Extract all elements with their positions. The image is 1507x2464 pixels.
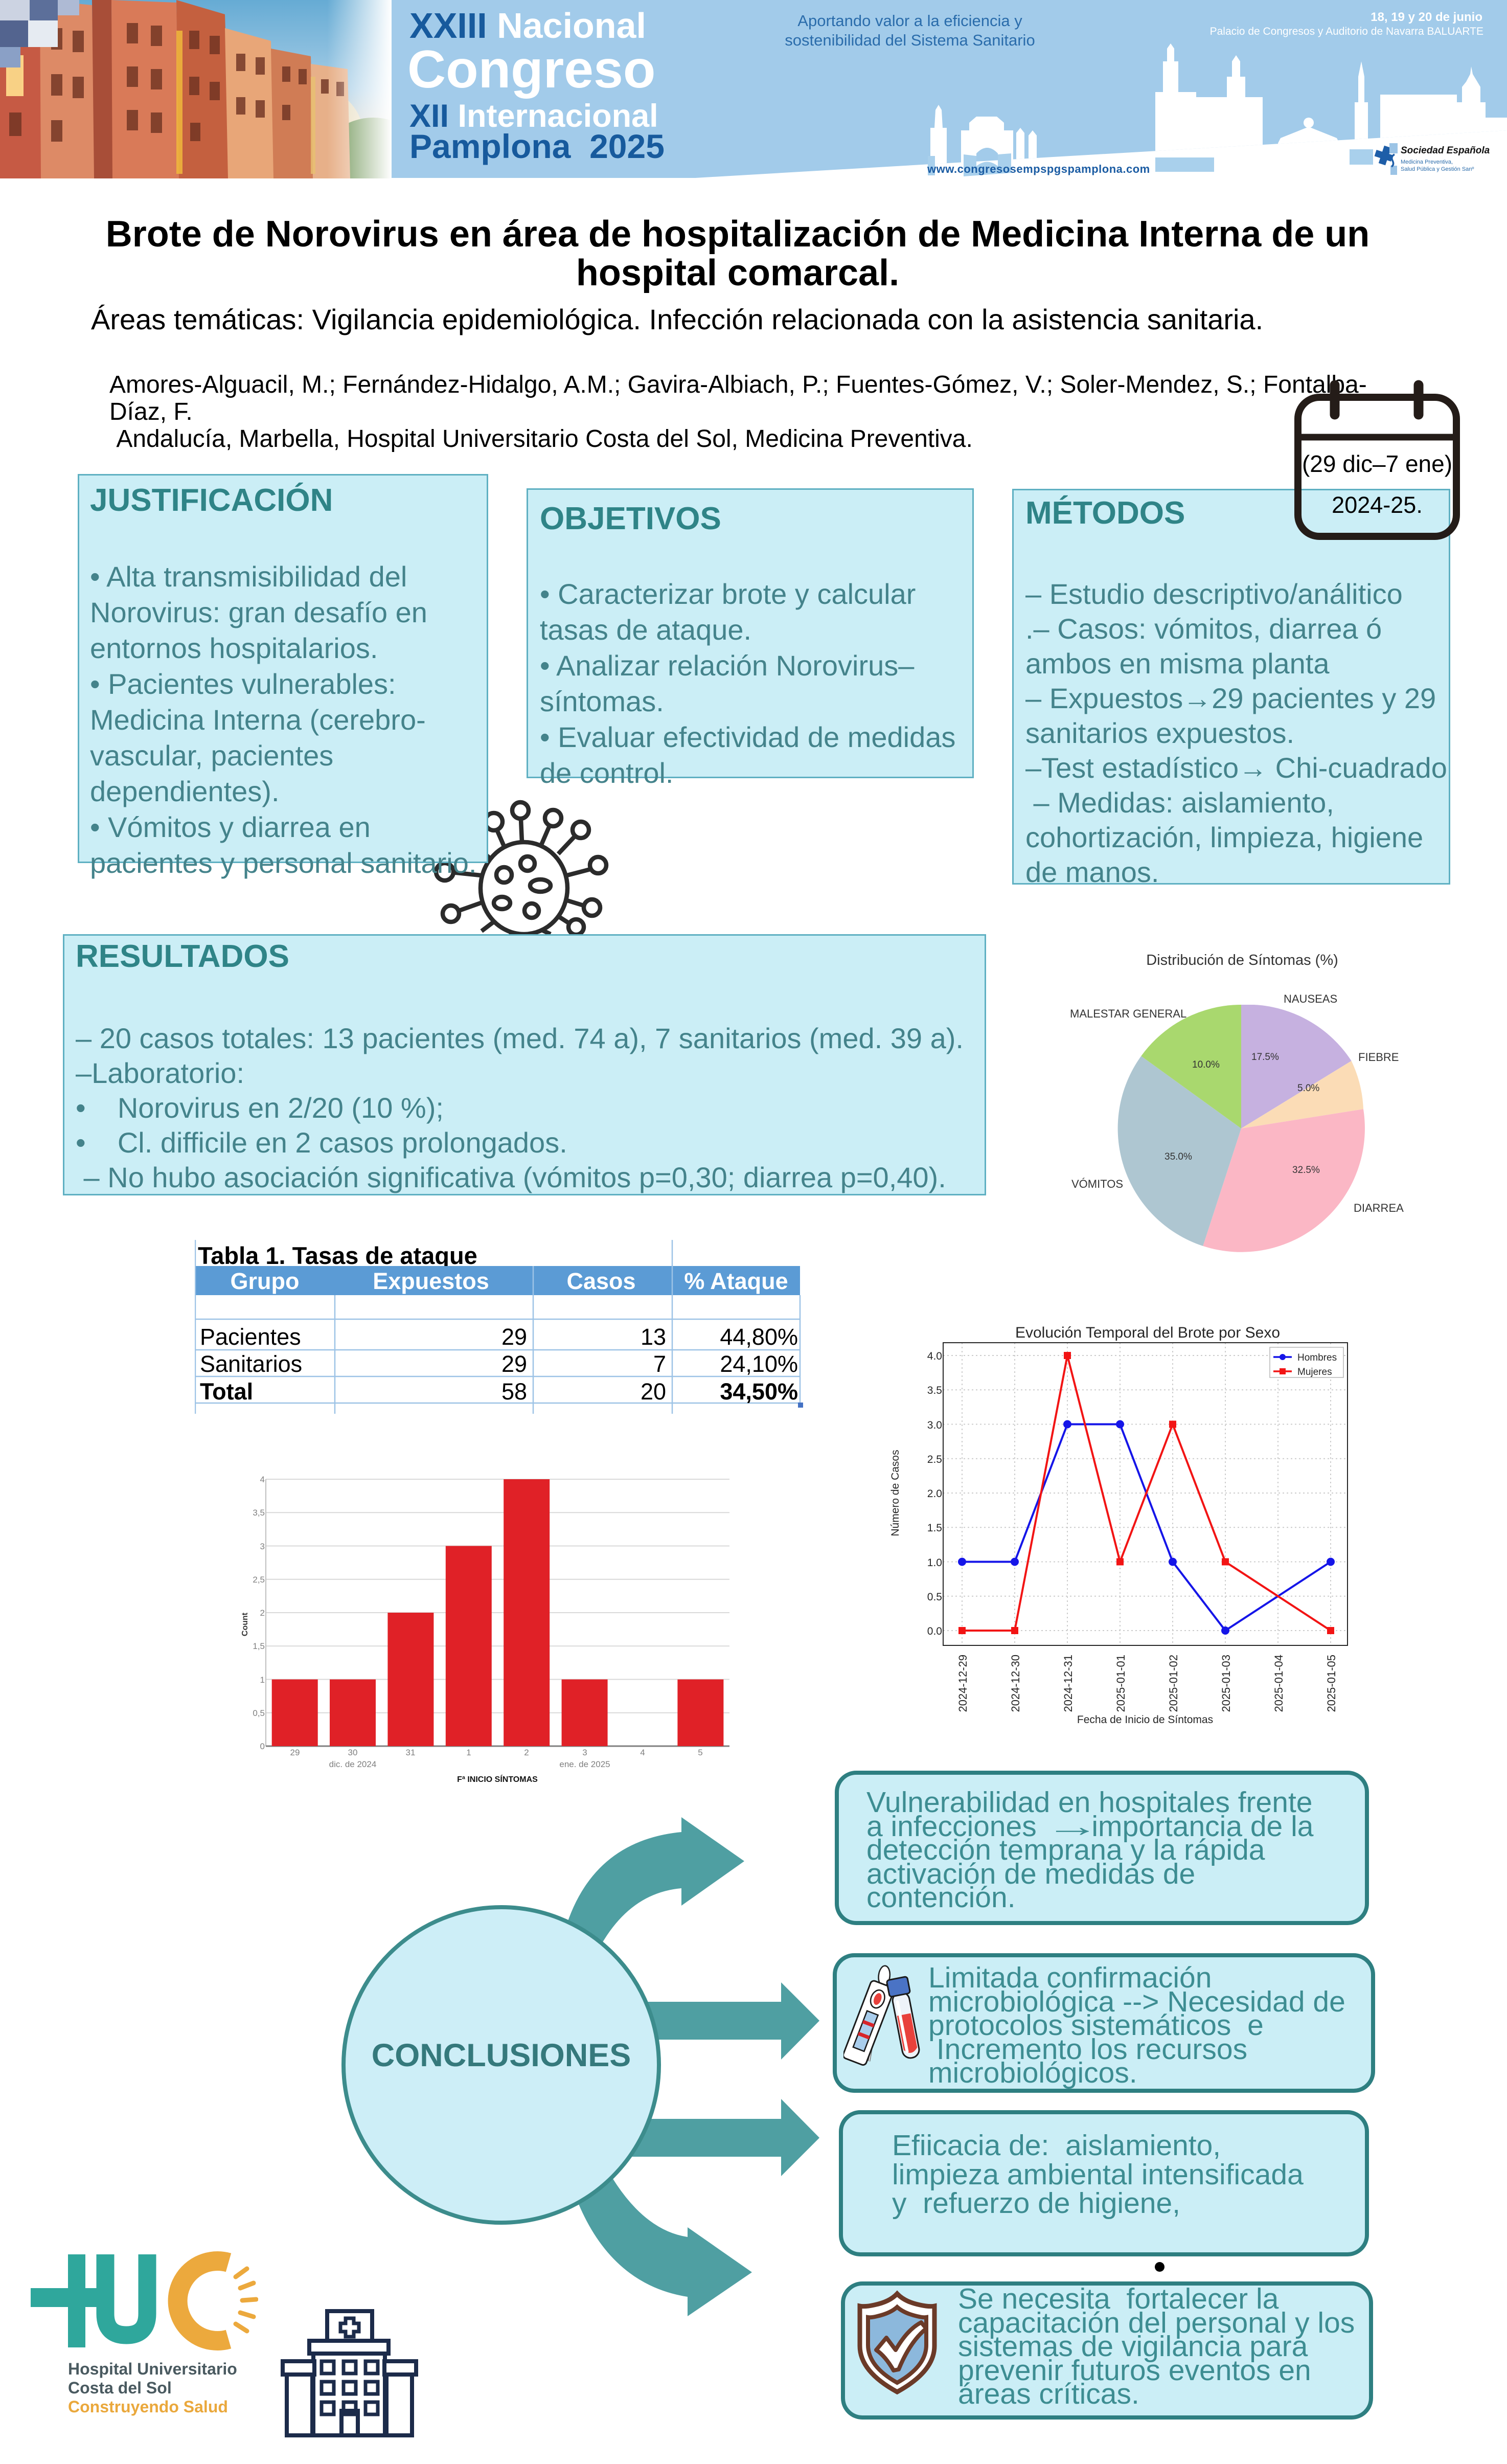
svg-text:44,80%: 44,80% [720, 1324, 798, 1350]
svg-text:29: 29 [290, 1748, 300, 1757]
svg-text:24,10%: 24,10% [720, 1351, 798, 1377]
svg-text:3: 3 [582, 1748, 587, 1757]
svg-text:5: 5 [698, 1748, 702, 1757]
svg-text:3.5: 3.5 [927, 1385, 942, 1396]
svg-text:34,50%: 34,50% [720, 1378, 798, 1405]
svg-text:7: 7 [653, 1351, 666, 1377]
svg-text:2024-12-31: 2024-12-31 [1062, 1655, 1075, 1712]
svg-text:0.5: 0.5 [927, 1591, 942, 1603]
svg-text:Count: Count [241, 1612, 249, 1636]
svg-text:2024-25.: 2024-25. [1332, 492, 1423, 518]
svg-text:Mujeres: Mujeres [1297, 1367, 1332, 1377]
svg-text:3,5: 3,5 [253, 1508, 265, 1518]
svg-text:dic. de 2024: dic. de 2024 [329, 1759, 377, 1769]
svg-text:4: 4 [640, 1748, 645, 1757]
svg-text:% Ataque: % Ataque [684, 1268, 788, 1294]
svg-text:ene. de 2025: ene. de 2025 [559, 1759, 610, 1769]
svg-text:2025-01-01: 2025-01-01 [1114, 1655, 1127, 1712]
svg-text:4.0: 4.0 [927, 1350, 942, 1362]
svg-text:0: 0 [260, 1742, 265, 1751]
svg-text:Fecha de Inicio de Síntomas: Fecha de Inicio de Síntomas [1077, 1714, 1213, 1726]
svg-text:Hombres: Hombres [1297, 1352, 1337, 1363]
svg-text:Pacientes: Pacientes [200, 1324, 301, 1350]
svg-text:Medicina Preventiva,: Medicina Preventiva, [1401, 159, 1453, 165]
svg-text:20: 20 [641, 1378, 666, 1405]
svg-text:29: 29 [501, 1324, 527, 1350]
svg-text:Total: Total [200, 1378, 253, 1405]
svg-text:2.5: 2.5 [927, 1454, 942, 1465]
svg-text:2025-01-03: 2025-01-03 [1220, 1655, 1232, 1712]
svg-text:31: 31 [406, 1748, 416, 1757]
svg-text:2025-01-02: 2025-01-02 [1167, 1655, 1180, 1712]
svg-text:2,5: 2,5 [253, 1575, 265, 1585]
svg-text:Sanitarios: Sanitarios [200, 1351, 302, 1377]
svg-text:3: 3 [260, 1542, 265, 1551]
svg-text:1.5: 1.5 [927, 1522, 942, 1534]
svg-text:1,5: 1,5 [253, 1641, 265, 1651]
svg-text:2: 2 [260, 1608, 265, 1618]
svg-text:2024-12-30: 2024-12-30 [1009, 1655, 1022, 1712]
svg-text:30: 30 [348, 1748, 358, 1757]
svg-text:1: 1 [466, 1748, 471, 1757]
svg-text:Casos: Casos [566, 1268, 635, 1294]
svg-text:Número de Casos: Número de Casos [889, 1450, 901, 1536]
svg-text:0,5: 0,5 [253, 1708, 265, 1718]
svg-text:2: 2 [524, 1748, 529, 1757]
svg-text:3.0: 3.0 [927, 1419, 942, 1431]
svg-text:Sociedad Española: Sociedad Española [1401, 145, 1490, 156]
svg-text:29: 29 [501, 1351, 527, 1377]
svg-text:13: 13 [641, 1324, 666, 1350]
svg-text:1: 1 [260, 1675, 265, 1685]
svg-text:(29 dic–7 ene): (29 dic–7 ene) [1302, 450, 1452, 477]
svg-text:Grupo: Grupo [231, 1268, 300, 1294]
svg-text:4: 4 [260, 1475, 265, 1484]
svg-text:2024-12-29: 2024-12-29 [956, 1655, 969, 1712]
svg-text:1.0: 1.0 [927, 1557, 942, 1569]
svg-text:2025-01-04: 2025-01-04 [1272, 1655, 1285, 1712]
svg-text:Salud Pública y Gestión Sanº: Salud Pública y Gestión Sanº [1401, 166, 1474, 172]
svg-text:58: 58 [501, 1378, 527, 1405]
svg-text:2.0: 2.0 [927, 1488, 942, 1500]
svg-text:Expuestos: Expuestos [373, 1268, 489, 1294]
svg-text:Fª INICIO SÍNTOMAS: Fª INICIO SÍNTOMAS [457, 1774, 538, 1784]
svg-text:2025-01-05: 2025-01-05 [1325, 1655, 1338, 1712]
svg-text:0.0: 0.0 [927, 1625, 942, 1637]
